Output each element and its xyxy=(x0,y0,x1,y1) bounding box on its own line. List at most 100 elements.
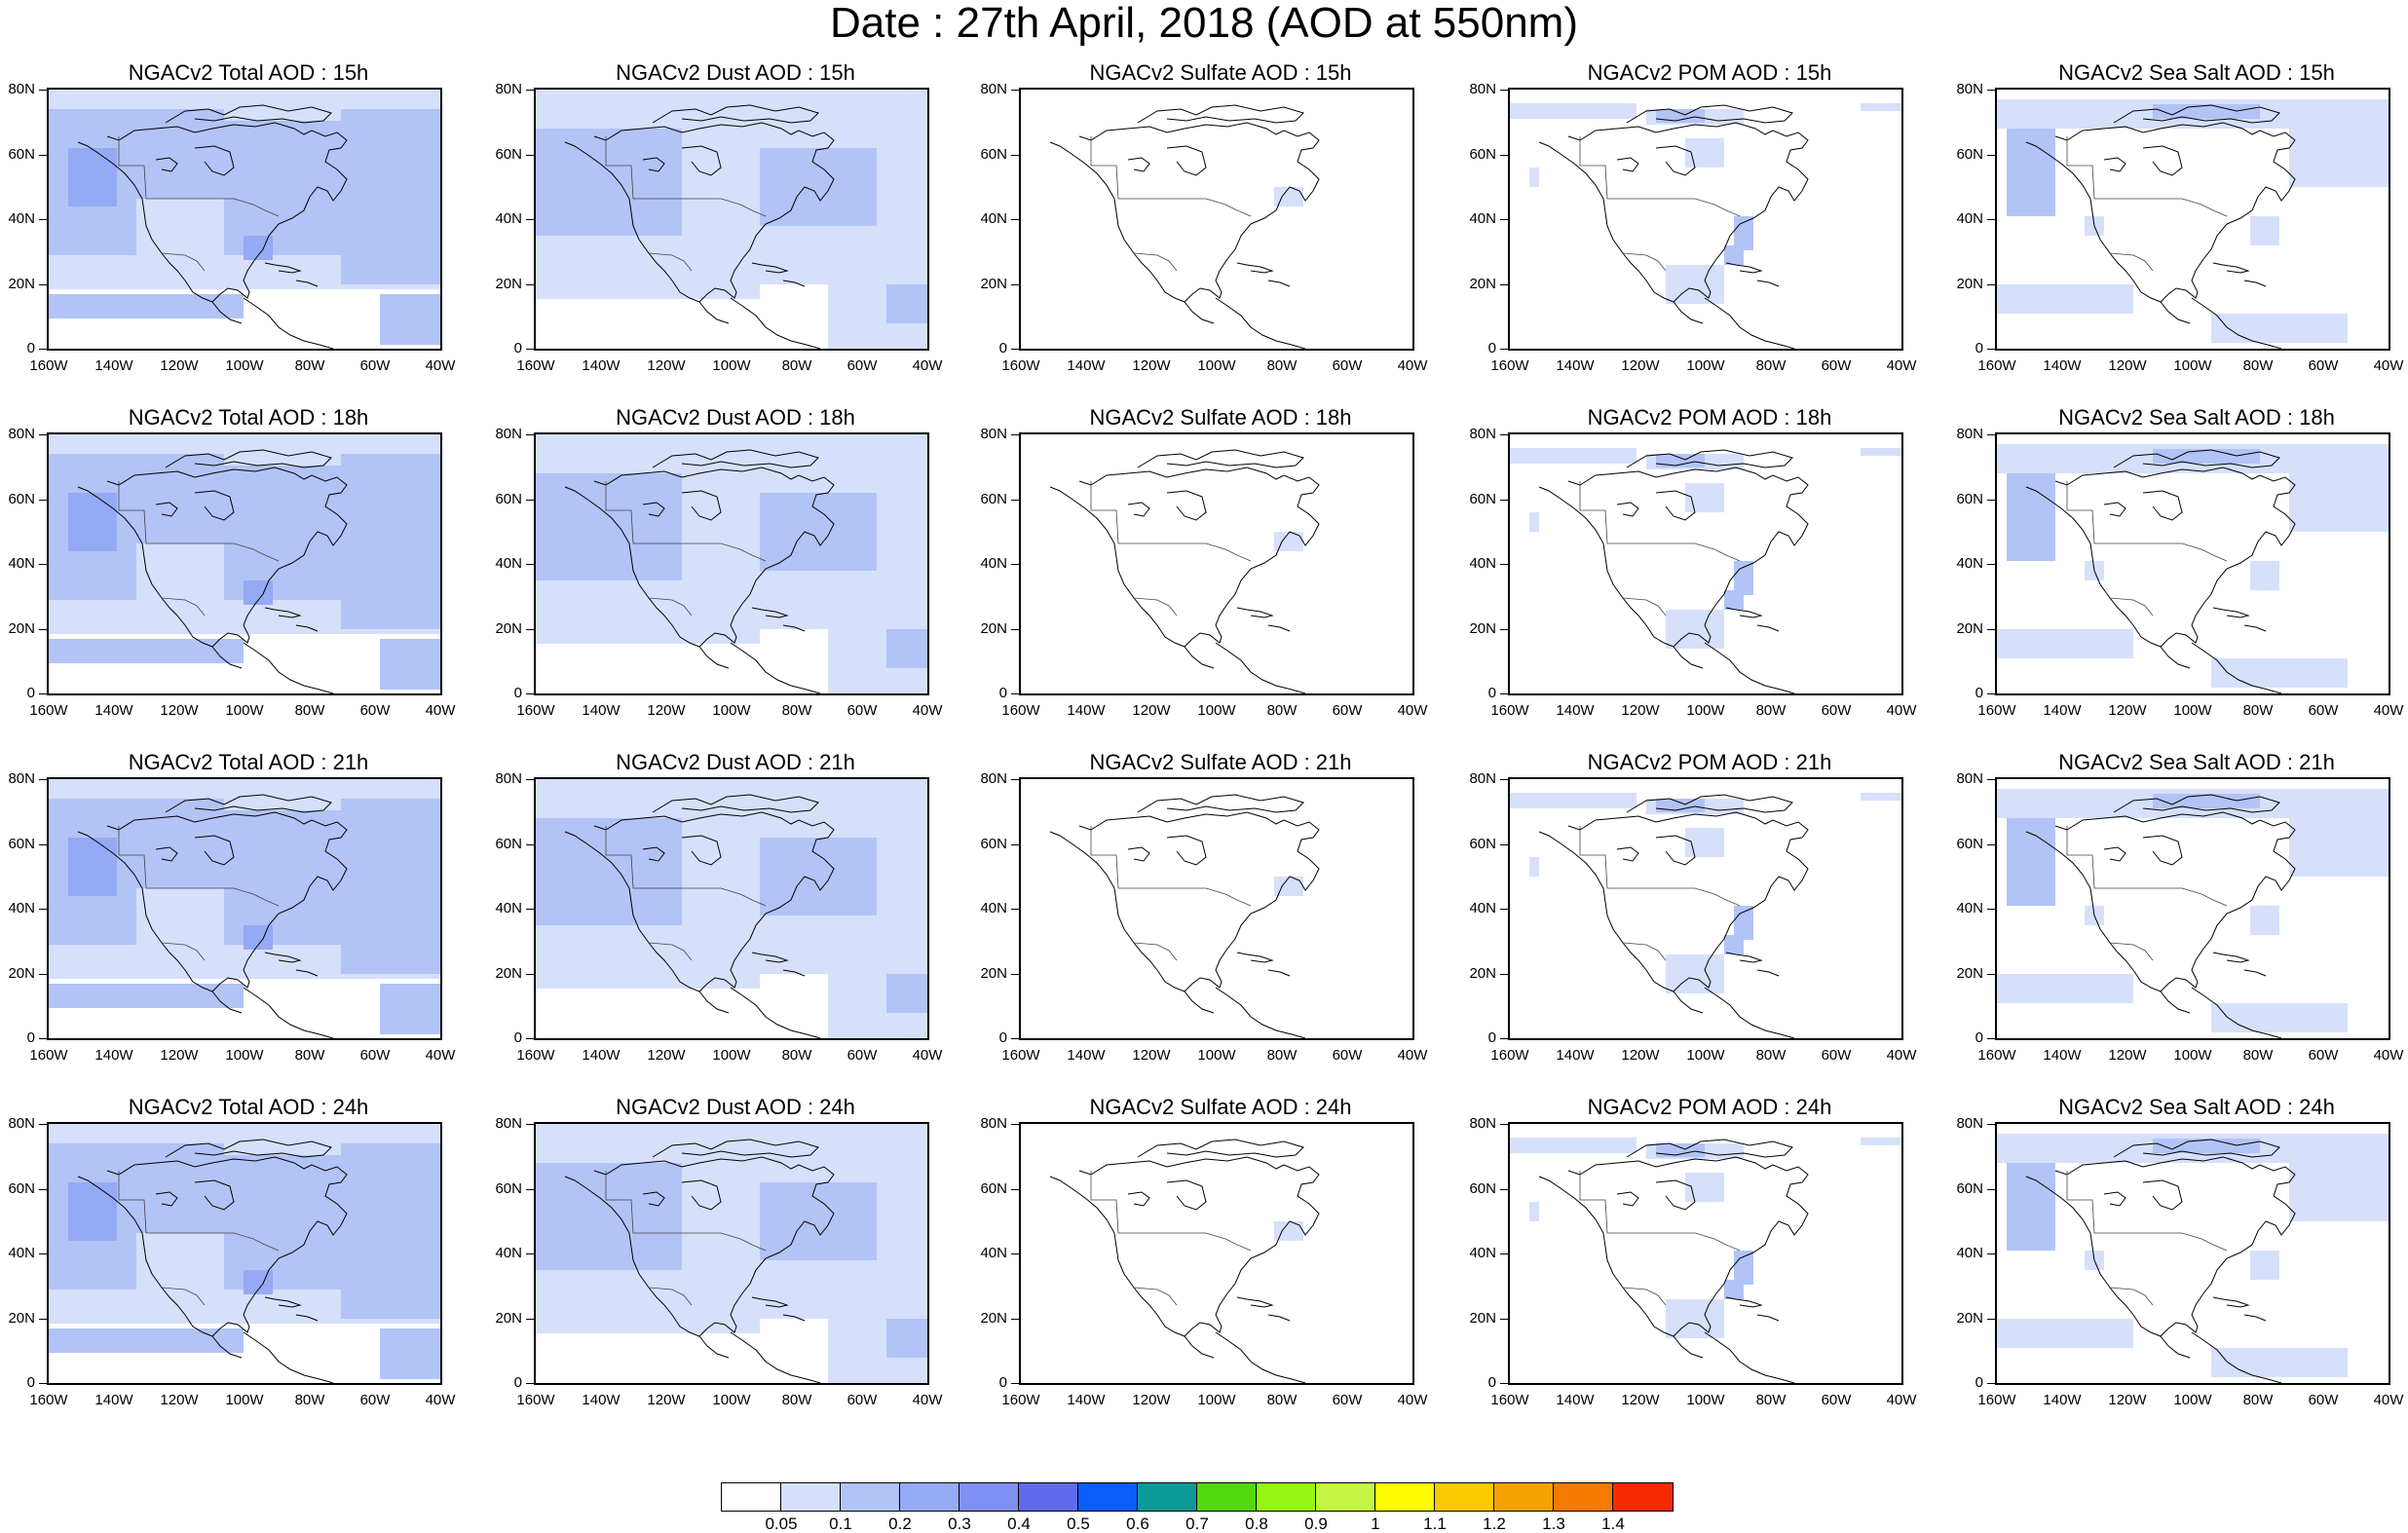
coastline xyxy=(77,1156,348,1337)
country-border xyxy=(1622,252,1667,272)
x-tick-label: 120W xyxy=(2108,1047,2147,1064)
coastline xyxy=(2212,607,2250,618)
country-border xyxy=(605,481,767,562)
coastline xyxy=(1166,145,1207,176)
aod-shading xyxy=(244,580,273,605)
coastline xyxy=(1137,794,1304,813)
panel-title: NGACv2 Sea Salt AOD : 21h xyxy=(2058,750,2335,774)
coastline xyxy=(2113,1139,2280,1158)
aod-shading xyxy=(1656,1143,1705,1157)
y-tick-label: 40N xyxy=(1469,900,1496,916)
x-tick-label: 140W xyxy=(2043,357,2082,374)
aod-field xyxy=(536,434,927,693)
y-tick-mark xyxy=(526,1318,534,1320)
coastline xyxy=(782,969,806,977)
aod-shading xyxy=(49,984,244,1008)
y-tick-label: 80N xyxy=(980,1115,1007,1132)
y-tick-label: 80N xyxy=(1469,770,1496,787)
aod-shading xyxy=(1997,284,2133,314)
y-tick-mark xyxy=(1011,434,1019,435)
x-tick-label: 100W xyxy=(225,1392,264,1408)
x-tick-label: 120W xyxy=(160,357,199,374)
coastline xyxy=(264,607,302,618)
aod-shading xyxy=(1997,1319,2133,1348)
coastline xyxy=(751,607,789,618)
y-tick-label: 80N xyxy=(1956,770,1983,787)
aod-shading xyxy=(136,543,224,629)
y-tick-mark xyxy=(1987,1124,1995,1125)
y-tick-label: 60N xyxy=(980,835,1007,852)
y-tick-label: 0 xyxy=(1487,1374,1496,1391)
y-tick-label: 40N xyxy=(1469,555,1496,572)
y-tick-mark xyxy=(1011,628,1019,630)
y-tick-label: 40N xyxy=(8,210,35,227)
y-tick-mark xyxy=(1987,779,1995,780)
y-tick-mark xyxy=(526,843,534,845)
map-panel: NGACv2 Sulfate AOD : 24h 80N 60N 40N 20N 0 160… xyxy=(972,1095,1459,1436)
x-tick-label: 80W xyxy=(2242,1047,2274,1064)
country-border xyxy=(161,597,206,617)
aod-field xyxy=(1997,444,2389,693)
coastline xyxy=(77,467,348,648)
y-tick-label: 20N xyxy=(1956,619,1983,637)
y-tick-mark xyxy=(1987,1038,1995,1039)
coastline xyxy=(211,301,243,324)
y-tick-mark xyxy=(1011,843,1019,845)
coastline xyxy=(295,1314,319,1322)
y-tick-label: 20N xyxy=(8,964,35,982)
aod-shading xyxy=(536,1163,682,1270)
country-border xyxy=(2109,597,2154,617)
colorbar-label: 0.8 xyxy=(1245,1514,1268,1533)
coastline xyxy=(2103,502,2126,517)
map-panel: NGACv2 Sea Salt AOD : 18h 80N 60N 40N 20N 0 16… xyxy=(1948,405,2408,746)
y-tick-mark xyxy=(1987,219,1995,220)
coastline xyxy=(2113,104,2280,124)
aod-shading xyxy=(2007,129,2055,216)
y-tick-mark xyxy=(1500,779,1508,780)
y-tick-mark xyxy=(39,434,47,435)
x-tick-label: 80W xyxy=(1266,1047,1298,1064)
x-tick-label: 60W xyxy=(359,1392,391,1408)
y-tick-label: 60N xyxy=(495,1179,522,1197)
y-tick-label: 40N xyxy=(495,1245,522,1261)
map-panel: NGACv2 Sea Salt AOD : 21h 80N 60N 40N 20N 0 16… xyxy=(1948,750,2408,1091)
aod-field xyxy=(1997,99,2389,349)
coastline xyxy=(1049,811,1320,992)
x-tick-label: 40W xyxy=(1397,702,1428,719)
y-tick-mark xyxy=(1011,973,1019,975)
y-tick-label: 20N xyxy=(980,619,1007,637)
coastline xyxy=(2191,987,2282,1038)
x-tick-label: 120W xyxy=(160,1392,199,1408)
x-tick-label: 120W xyxy=(1132,702,1171,719)
aod-shading xyxy=(2153,794,2260,808)
coastline xyxy=(2191,297,2282,349)
y-tick-label: 0 xyxy=(998,1029,1007,1046)
x-tick-label: 120W xyxy=(1621,1392,1660,1408)
x-tick-label: 120W xyxy=(1132,1047,1171,1064)
coastline xyxy=(1267,969,1291,977)
y-tick-mark xyxy=(1987,1383,1995,1384)
x-tick-label: 40W xyxy=(1886,1392,1917,1408)
map-plot xyxy=(1019,88,1414,351)
x-tick-label: 140W xyxy=(1556,357,1595,374)
coastline xyxy=(165,794,332,813)
panel-title: NGACv2 Dust AOD : 15h xyxy=(616,60,855,85)
x-tick-label: 100W xyxy=(1197,357,1236,374)
y-tick-mark xyxy=(1011,90,1019,91)
aod-shading xyxy=(760,148,877,226)
x-tick-label: 140W xyxy=(582,357,621,374)
coastline xyxy=(264,1296,302,1308)
x-tick-label: 140W xyxy=(582,1047,621,1064)
coastline xyxy=(1049,122,1320,303)
y-tick-label: 40N xyxy=(495,210,522,227)
map-panel: NGACv2 POM AOD : 24h 80N 60N 40N 20N 0 160W 140… xyxy=(1461,1095,1948,1436)
y-tick-label: 0 xyxy=(513,1029,522,1046)
coastline xyxy=(1538,1156,1809,1337)
coastline xyxy=(1215,642,1306,693)
y-tick-label: 20N xyxy=(495,619,522,637)
country-border xyxy=(118,481,280,562)
y-tick-label: 60N xyxy=(8,1179,35,1197)
coastline xyxy=(1673,301,1704,324)
coastline xyxy=(243,1331,334,1383)
coastline xyxy=(1655,490,1696,521)
